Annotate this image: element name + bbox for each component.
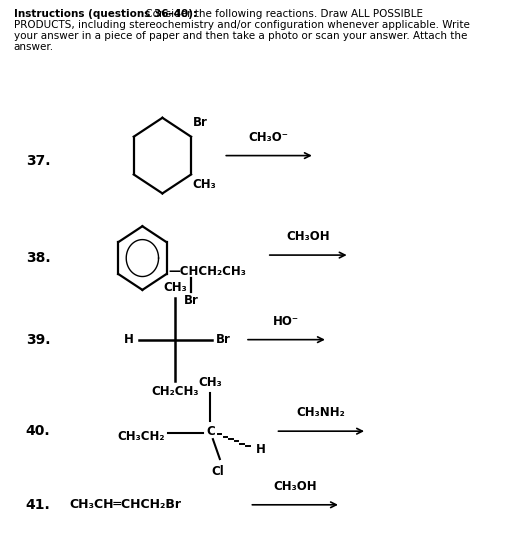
Text: 41.: 41. bbox=[26, 498, 50, 512]
Text: 38.: 38. bbox=[26, 251, 50, 265]
Text: Instructions (questions 36–40):: Instructions (questions 36–40): bbox=[13, 9, 197, 20]
Text: Cl: Cl bbox=[212, 465, 225, 478]
Text: H: H bbox=[255, 443, 265, 456]
Text: CH₃CH₂: CH₃CH₂ bbox=[117, 430, 165, 443]
Text: CH₃O⁻: CH₃O⁻ bbox=[249, 131, 289, 144]
Text: CH₃CH═CHCH₂Br: CH₃CH═CHCH₂Br bbox=[69, 498, 181, 512]
Text: C: C bbox=[206, 425, 215, 438]
Text: 40.: 40. bbox=[26, 424, 50, 438]
Text: CH₃: CH₃ bbox=[193, 179, 216, 192]
Text: Br: Br bbox=[193, 116, 208, 129]
Text: CH₃OH: CH₃OH bbox=[273, 480, 317, 493]
Text: Consider the following reactions. Draw ALL POSSIBLE: Consider the following reactions. Draw A… bbox=[142, 9, 424, 20]
Text: 37.: 37. bbox=[26, 154, 50, 168]
Text: 39.: 39. bbox=[26, 333, 50, 346]
Text: Br: Br bbox=[215, 333, 230, 346]
Text: CH₃: CH₃ bbox=[163, 281, 187, 294]
Text: HO⁻: HO⁻ bbox=[273, 315, 299, 328]
Text: your answer in a piece of paper and then take a photo or scan your answer. Attac: your answer in a piece of paper and then… bbox=[13, 31, 467, 41]
Text: H: H bbox=[124, 333, 134, 346]
Text: PRODUCTS, including stereochemistry and/or configuration whenever applicable. Wr: PRODUCTS, including stereochemistry and/… bbox=[13, 20, 470, 30]
Text: —CHCH₂CH₃: —CHCH₂CH₃ bbox=[168, 266, 246, 279]
Text: Br: Br bbox=[183, 294, 198, 307]
Text: CH₂CH₃: CH₂CH₃ bbox=[152, 386, 199, 399]
Text: CH₃OH: CH₃OH bbox=[286, 230, 330, 243]
Text: CH₃: CH₃ bbox=[198, 376, 222, 389]
Text: CH₃NH₂: CH₃NH₂ bbox=[296, 406, 345, 419]
Text: answer.: answer. bbox=[13, 42, 53, 52]
